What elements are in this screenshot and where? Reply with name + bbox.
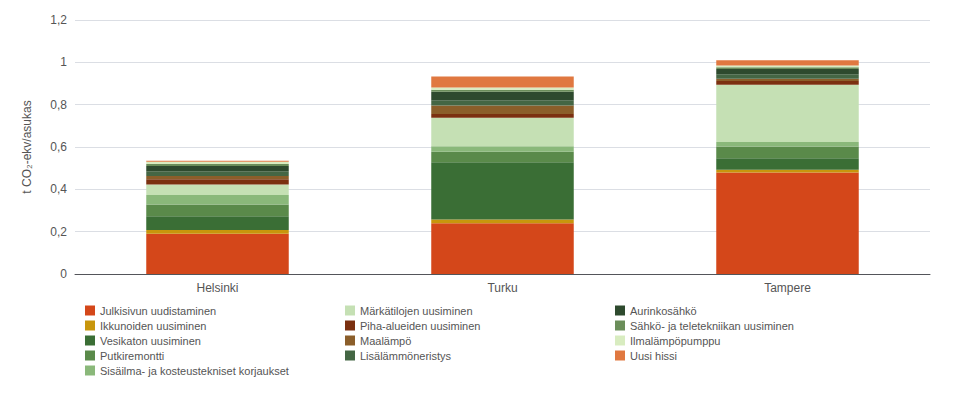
svg-text:Lisälämmöneristys: Lisälämmöneristys <box>360 350 452 362</box>
svg-text:Tampere: Tampere <box>764 281 811 295</box>
svg-text:Uusi hissi: Uusi hissi <box>630 350 677 362</box>
svg-text:Ilmalämpöpumppu: Ilmalämpöpumppu <box>630 335 721 347</box>
svg-text:0,8: 0,8 <box>50 98 67 112</box>
svg-text:Maalämpö: Maalämpö <box>360 335 411 347</box>
svg-text:Sisäilma- ja kosteustekniset k: Sisäilma- ja kosteustekniset korjaukset <box>100 365 289 377</box>
svg-text:0: 0 <box>60 267 67 281</box>
svg-text:Aurinkosähkö: Aurinkosähkö <box>630 305 697 317</box>
svg-text:Märkätilojen uusiminen: Märkätilojen uusiminen <box>360 305 473 317</box>
svg-text:Ikkunoiden uusiminen: Ikkunoiden uusiminen <box>100 320 206 332</box>
svg-text:Putkiremontti: Putkiremontti <box>100 350 164 362</box>
svg-text:Helsinki: Helsinki <box>196 281 238 295</box>
svg-text:1: 1 <box>60 55 67 69</box>
svg-text:Sähkö- ja teletekniikan uusimi: Sähkö- ja teletekniikan uusiminen <box>630 320 794 332</box>
svg-text:Julkisivun uudistaminen: Julkisivun uudistaminen <box>100 305 216 317</box>
svg-text:Piha-alueiden uusiminen: Piha-alueiden uusiminen <box>360 320 480 332</box>
svg-text:Vesikaton uusiminen: Vesikaton uusiminen <box>100 335 201 347</box>
svg-text:0,6: 0,6 <box>50 140 67 154</box>
svg-text:0,2: 0,2 <box>50 225 67 239</box>
svg-text:1,2: 1,2 <box>50 13 67 27</box>
svg-text:Turku: Turku <box>487 281 517 295</box>
svg-text:0,4: 0,4 <box>50 182 67 196</box>
svg-text:t CO₂-ekv/asukas: t CO₂-ekv/asukas <box>20 100 34 193</box>
